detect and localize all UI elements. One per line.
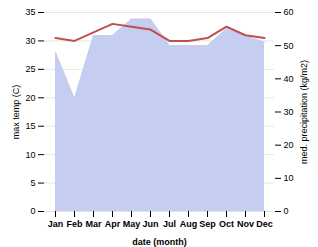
svg-text:Dec: Dec [256, 219, 273, 229]
svg-text:med. precipitation (kg/m2): med. precipitation (kg/m2) [299, 60, 309, 164]
svg-text:40: 40 [284, 74, 294, 84]
svg-text:Jun: Jun [142, 219, 158, 229]
svg-text:10: 10 [25, 150, 35, 160]
svg-text:20: 20 [284, 140, 294, 150]
svg-text:30: 30 [284, 107, 294, 117]
svg-text:Apr: Apr [105, 219, 121, 229]
svg-text:May: May [123, 219, 141, 229]
svg-text:Aug: Aug [180, 219, 198, 229]
svg-text:Mar: Mar [85, 219, 102, 229]
svg-text:Nov: Nov [237, 219, 254, 229]
svg-text:30: 30 [25, 36, 35, 46]
svg-text:0: 0 [30, 206, 35, 216]
svg-text:Jan: Jan [48, 219, 64, 229]
svg-text:25: 25 [25, 64, 35, 74]
svg-text:60: 60 [284, 7, 294, 17]
svg-text:Feb: Feb [66, 219, 83, 229]
svg-text:10: 10 [284, 173, 294, 183]
svg-text:5: 5 [30, 178, 35, 188]
svg-text:35: 35 [25, 7, 35, 17]
svg-text:0: 0 [284, 206, 289, 216]
svg-text:Jul: Jul [163, 219, 176, 229]
svg-text:15: 15 [25, 121, 35, 131]
svg-text:date (month): date (month) [132, 237, 187, 247]
svg-text:50: 50 [284, 41, 294, 51]
svg-text:Oct: Oct [219, 219, 234, 229]
svg-text:20: 20 [25, 93, 35, 103]
svg-text:max temp (C): max temp (C) [11, 85, 21, 140]
svg-text:Sep: Sep [199, 219, 216, 229]
